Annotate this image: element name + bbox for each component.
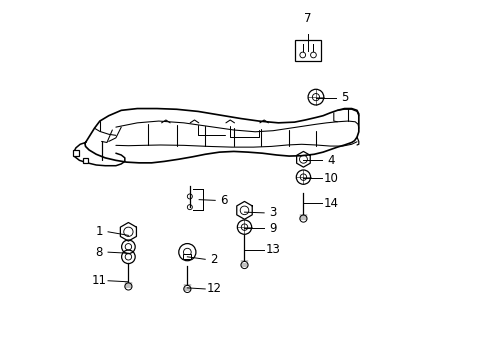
Text: 2: 2 <box>210 253 218 266</box>
Text: 5: 5 <box>340 91 347 104</box>
Circle shape <box>183 285 190 293</box>
Bar <box>73 150 80 156</box>
Text: 14: 14 <box>323 197 338 210</box>
Text: 8: 8 <box>95 246 102 258</box>
Bar <box>82 158 88 163</box>
Circle shape <box>299 215 306 222</box>
Text: 10: 10 <box>323 172 338 185</box>
Text: 11: 11 <box>91 274 106 287</box>
Circle shape <box>124 283 132 290</box>
Text: 7: 7 <box>304 12 311 24</box>
Text: 13: 13 <box>265 243 280 256</box>
Text: 12: 12 <box>206 283 221 296</box>
Circle shape <box>299 52 305 58</box>
Text: 4: 4 <box>327 154 334 167</box>
Text: 6: 6 <box>220 194 227 207</box>
Text: 3: 3 <box>269 206 276 219</box>
Bar <box>294 40 321 62</box>
Circle shape <box>310 52 316 58</box>
Circle shape <box>241 261 247 269</box>
Text: 9: 9 <box>269 222 276 235</box>
Text: 1: 1 <box>95 225 102 238</box>
Bar <box>183 253 191 259</box>
